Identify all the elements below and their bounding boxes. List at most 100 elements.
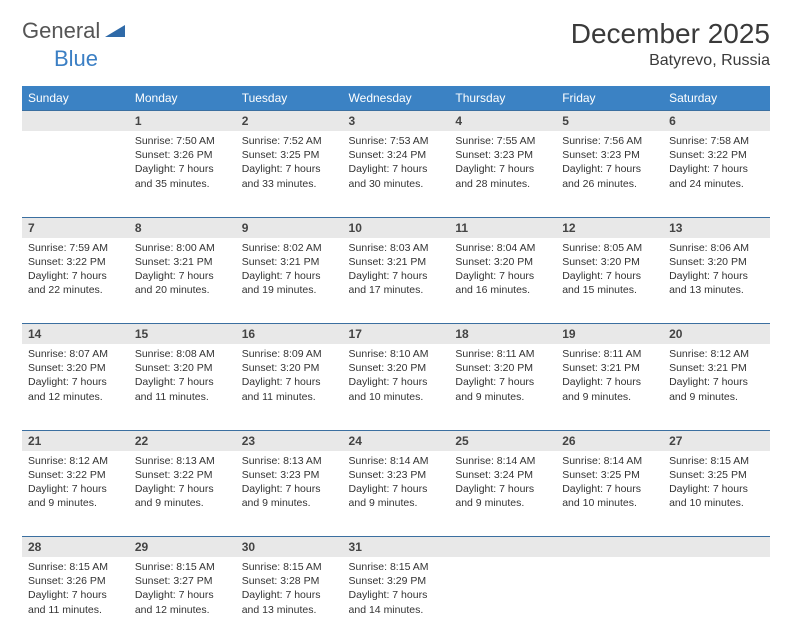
daylight-text: and 9 minutes.	[455, 496, 550, 510]
day-number-cell: 20	[663, 324, 770, 345]
day-content-row: Sunrise: 7:50 AMSunset: 3:26 PMDaylight:…	[22, 131, 770, 217]
day-cell: Sunrise: 8:09 AMSunset: 3:20 PMDaylight:…	[236, 344, 343, 430]
sunset-text: Sunset: 3:25 PM	[669, 468, 764, 482]
day-cell: Sunrise: 8:13 AMSunset: 3:23 PMDaylight:…	[236, 451, 343, 537]
daylight-text: and 9 minutes.	[28, 496, 123, 510]
day-number-cell: 11	[449, 217, 556, 238]
day-details: Sunrise: 8:06 AMSunset: 3:20 PMDaylight:…	[663, 238, 770, 304]
day-number-row: 21222324252627	[22, 430, 770, 451]
sunset-text: Sunset: 3:23 PM	[562, 148, 657, 162]
sunrise-text: Sunrise: 8:11 AM	[455, 347, 550, 361]
day-cell	[449, 557, 556, 643]
day-number-cell	[663, 537, 770, 558]
daylight-text: Daylight: 7 hours	[669, 375, 764, 389]
day-number-cell: 26	[556, 430, 663, 451]
daylight-text: Daylight: 7 hours	[562, 482, 657, 496]
day-cell	[663, 557, 770, 643]
daylight-text: Daylight: 7 hours	[455, 482, 550, 496]
daylight-text: Daylight: 7 hours	[349, 482, 444, 496]
day-number: 13	[663, 218, 770, 238]
sunset-text: Sunset: 3:21 PM	[242, 255, 337, 269]
location-label: Batyrevo, Russia	[571, 52, 770, 70]
day-details: Sunrise: 8:15 AMSunset: 3:26 PMDaylight:…	[22, 557, 129, 623]
day-number-cell: 2	[236, 111, 343, 132]
day-number-cell: 19	[556, 324, 663, 345]
day-details: Sunrise: 7:56 AMSunset: 3:23 PMDaylight:…	[556, 131, 663, 197]
sunset-text: Sunset: 3:27 PM	[135, 574, 230, 588]
daylight-text: and 24 minutes.	[669, 177, 764, 191]
day-number-cell: 30	[236, 537, 343, 558]
daylight-text: and 16 minutes.	[455, 283, 550, 297]
day-number-cell: 31	[343, 537, 450, 558]
day-cell: Sunrise: 8:15 AMSunset: 3:25 PMDaylight:…	[663, 451, 770, 537]
sunset-text: Sunset: 3:20 PM	[135, 361, 230, 375]
day-cell: Sunrise: 8:02 AMSunset: 3:21 PMDaylight:…	[236, 238, 343, 324]
sunrise-text: Sunrise: 8:10 AM	[349, 347, 444, 361]
day-number-cell: 7	[22, 217, 129, 238]
day-details: Sunrise: 8:02 AMSunset: 3:21 PMDaylight:…	[236, 238, 343, 304]
sunset-text: Sunset: 3:21 PM	[669, 361, 764, 375]
sunset-text: Sunset: 3:20 PM	[562, 255, 657, 269]
sunrise-text: Sunrise: 8:15 AM	[242, 560, 337, 574]
day-number-row: 28293031	[22, 537, 770, 558]
sunset-text: Sunset: 3:20 PM	[28, 361, 123, 375]
sunrise-text: Sunrise: 7:55 AM	[455, 134, 550, 148]
sunset-text: Sunset: 3:20 PM	[669, 255, 764, 269]
day-number: 2	[236, 111, 343, 131]
day-details: Sunrise: 8:11 AMSunset: 3:20 PMDaylight:…	[449, 344, 556, 410]
sunrise-text: Sunrise: 8:00 AM	[135, 241, 230, 255]
weekday-row: SundayMondayTuesdayWednesdayThursdayFrid…	[22, 86, 770, 111]
day-number-row: 14151617181920	[22, 324, 770, 345]
daylight-text: and 9 minutes.	[562, 390, 657, 404]
day-number-cell: 16	[236, 324, 343, 345]
sunrise-text: Sunrise: 8:04 AM	[455, 241, 550, 255]
daylight-text: Daylight: 7 hours	[28, 269, 123, 283]
daylight-text: and 12 minutes.	[135, 603, 230, 617]
brand-triangle-icon	[105, 21, 125, 42]
day-number: 20	[663, 324, 770, 344]
day-number: 15	[129, 324, 236, 344]
day-cell: Sunrise: 7:59 AMSunset: 3:22 PMDaylight:…	[22, 238, 129, 324]
day-number: 1	[129, 111, 236, 131]
day-details: Sunrise: 8:14 AMSunset: 3:24 PMDaylight:…	[449, 451, 556, 517]
sunrise-text: Sunrise: 8:12 AM	[28, 454, 123, 468]
daylight-text: Daylight: 7 hours	[135, 162, 230, 176]
sunset-text: Sunset: 3:23 PM	[455, 148, 550, 162]
day-cell: Sunrise: 7:52 AMSunset: 3:25 PMDaylight:…	[236, 131, 343, 217]
sunrise-text: Sunrise: 8:15 AM	[349, 560, 444, 574]
day-cell: Sunrise: 8:12 AMSunset: 3:21 PMDaylight:…	[663, 344, 770, 430]
sunrise-text: Sunrise: 8:13 AM	[135, 454, 230, 468]
sunrise-text: Sunrise: 8:11 AM	[562, 347, 657, 361]
day-number: 24	[343, 431, 450, 451]
sunset-text: Sunset: 3:23 PM	[349, 468, 444, 482]
day-number: 9	[236, 218, 343, 238]
day-details: Sunrise: 7:55 AMSunset: 3:23 PMDaylight:…	[449, 131, 556, 197]
sunset-text: Sunset: 3:21 PM	[349, 255, 444, 269]
sunrise-text: Sunrise: 8:13 AM	[242, 454, 337, 468]
sunset-text: Sunset: 3:21 PM	[562, 361, 657, 375]
daylight-text: and 14 minutes.	[349, 603, 444, 617]
daylight-text: Daylight: 7 hours	[135, 588, 230, 602]
day-cell	[22, 131, 129, 217]
day-number-cell: 24	[343, 430, 450, 451]
day-details: Sunrise: 7:58 AMSunset: 3:22 PMDaylight:…	[663, 131, 770, 197]
daylight-text: Daylight: 7 hours	[242, 269, 337, 283]
day-cell: Sunrise: 8:11 AMSunset: 3:20 PMDaylight:…	[449, 344, 556, 430]
day-number-cell: 27	[663, 430, 770, 451]
month-title: December 2025	[571, 18, 770, 50]
day-number: 4	[449, 111, 556, 131]
day-cell: Sunrise: 8:14 AMSunset: 3:25 PMDaylight:…	[556, 451, 663, 537]
day-number-cell	[556, 537, 663, 558]
brand-logo: General	[22, 18, 127, 44]
sunset-text: Sunset: 3:20 PM	[455, 255, 550, 269]
day-number-cell: 9	[236, 217, 343, 238]
day-number: 29	[129, 537, 236, 557]
sunset-text: Sunset: 3:26 PM	[135, 148, 230, 162]
weekday-header: Sunday	[22, 86, 129, 111]
daylight-text: and 10 minutes.	[349, 390, 444, 404]
sunrise-text: Sunrise: 8:03 AM	[349, 241, 444, 255]
day-content-row: Sunrise: 8:15 AMSunset: 3:26 PMDaylight:…	[22, 557, 770, 643]
daylight-text: and 11 minutes.	[135, 390, 230, 404]
daylight-text: Daylight: 7 hours	[28, 588, 123, 602]
sunrise-text: Sunrise: 8:02 AM	[242, 241, 337, 255]
